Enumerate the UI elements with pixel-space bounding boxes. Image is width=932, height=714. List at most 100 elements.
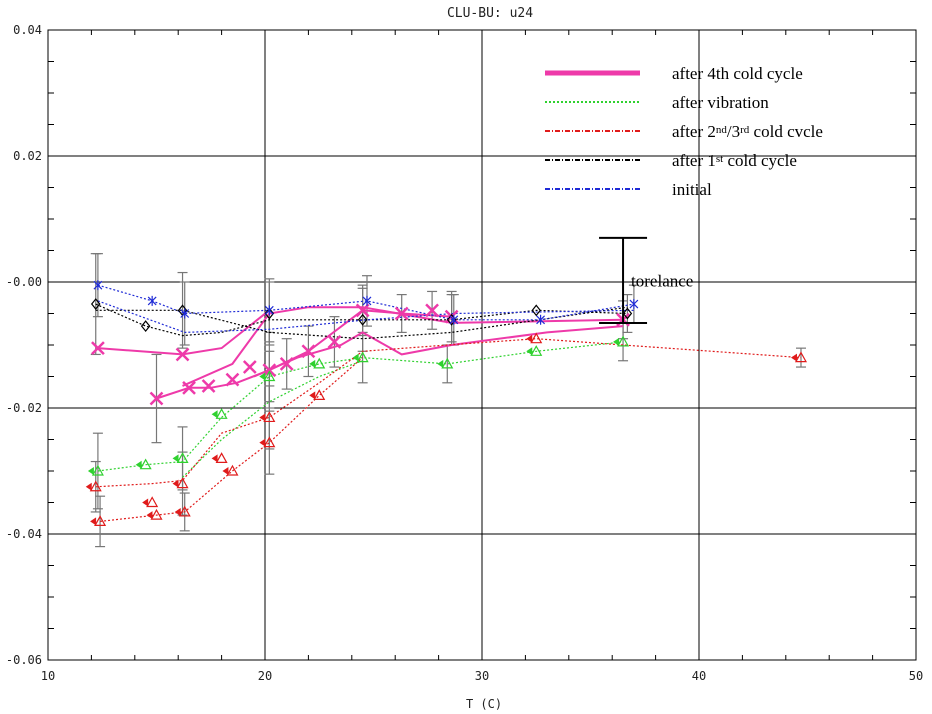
data-point — [150, 508, 163, 520]
data-point — [356, 351, 369, 363]
data-point — [629, 299, 639, 310]
data-point-arrow — [87, 467, 94, 475]
data-point — [357, 313, 368, 326]
axes: 10 20 30 40 50 -0.06 -0.04 -0.02 -0.00 0.02 0.04 — [6, 23, 923, 683]
legend-label: after 4th cold cycle — [672, 64, 803, 83]
data-points — [85, 280, 808, 526]
series-line — [97, 309, 270, 356]
data-point — [225, 372, 240, 387]
data-point-arrow — [135, 460, 142, 469]
data-point — [215, 408, 228, 419]
data-point — [263, 411, 276, 423]
data-point — [175, 347, 190, 362]
y-tick-label: -0.06 — [6, 653, 42, 667]
legend-label: after vibration — [672, 93, 769, 112]
data-point — [279, 357, 294, 371]
data-point — [263, 436, 276, 448]
data-point — [180, 308, 190, 319]
legend-label: after 2nd/3rd cold cvcle — [672, 122, 823, 141]
series-line — [95, 306, 628, 340]
data-point — [91, 464, 104, 476]
data-point — [139, 458, 152, 470]
series-line — [95, 303, 628, 337]
data-point-arrow — [211, 454, 218, 463]
series-line — [97, 284, 634, 321]
data-point — [94, 515, 107, 526]
series-line — [182, 360, 363, 478]
data-point-arrow — [526, 347, 533, 356]
x-tick-label: 20 — [258, 669, 272, 683]
data-point — [355, 303, 370, 318]
data-point — [201, 379, 216, 393]
data-point-arrow — [172, 454, 179, 463]
data-point — [178, 505, 191, 517]
data-point — [147, 295, 157, 306]
series-line — [182, 306, 624, 387]
data-point-arrow — [437, 359, 444, 368]
data-point-arrow — [526, 334, 533, 343]
chart-title: CLU-BU: u24 — [447, 6, 533, 21]
x-tick-label: 30 — [475, 669, 489, 683]
data-point — [531, 304, 542, 317]
y-tick-label: -0.04 — [6, 527, 42, 541]
data-point — [530, 332, 543, 344]
data-point — [301, 344, 316, 359]
legend-label: after 1st cold cycle — [672, 151, 797, 170]
data-point-arrow — [211, 410, 218, 419]
data-point — [149, 391, 164, 406]
data-point — [93, 280, 103, 291]
series-line — [97, 341, 624, 472]
series-line — [97, 300, 634, 334]
grid — [48, 30, 916, 660]
data-point — [530, 345, 543, 356]
data-point — [176, 452, 189, 463]
y-tick-label: -0.02 — [6, 401, 42, 415]
data-point — [89, 480, 102, 492]
data-point — [176, 477, 189, 489]
data-point-arrow — [259, 438, 266, 447]
data-point — [242, 360, 257, 374]
data-point — [449, 314, 459, 325]
data-point — [91, 341, 105, 356]
legend-label: initial — [672, 180, 712, 199]
data-point-arrow — [174, 507, 181, 516]
data-point — [394, 306, 409, 321]
data-point-arrow — [613, 337, 620, 346]
data-point — [146, 496, 159, 508]
x-tick-label: 40 — [692, 669, 706, 683]
data-point — [264, 307, 275, 320]
data-point — [617, 335, 630, 347]
y-tick-label: 0.04 — [13, 23, 42, 37]
tolerance-label: torelance — [631, 271, 693, 290]
data-point — [425, 303, 439, 318]
data-point-arrow — [146, 511, 153, 520]
data-point-arrow — [222, 467, 229, 475]
data-point — [90, 298, 101, 311]
tolerance-annotation: torelance — [599, 236, 693, 324]
data-point — [622, 307, 633, 320]
data-point-arrow — [309, 359, 316, 368]
data-point-arrow — [90, 517, 97, 526]
y-tick-label: 0.02 — [13, 149, 42, 163]
data-point — [263, 370, 276, 382]
series-line — [95, 338, 802, 488]
data-point — [313, 357, 326, 369]
data-point — [226, 464, 239, 476]
data-point — [140, 320, 151, 333]
x-tick-label: 50 — [909, 669, 923, 683]
series-line — [100, 357, 363, 522]
data-point-arrow — [85, 482, 92, 491]
x-axis-label: T (C) — [466, 697, 502, 711]
data-point — [362, 295, 372, 306]
data-point — [264, 305, 274, 316]
legend: after 4th cold cycle after vibration after… — [545, 64, 823, 199]
data-point-arrow — [142, 498, 149, 507]
data-point — [182, 380, 196, 395]
x-tick-label: 10 — [41, 669, 55, 683]
data-point-arrow — [259, 372, 266, 381]
y-tick-label: -0.00 — [6, 275, 42, 289]
data-point-arrow — [352, 353, 359, 362]
data-point — [536, 314, 546, 325]
data-point-arrow — [790, 353, 797, 362]
